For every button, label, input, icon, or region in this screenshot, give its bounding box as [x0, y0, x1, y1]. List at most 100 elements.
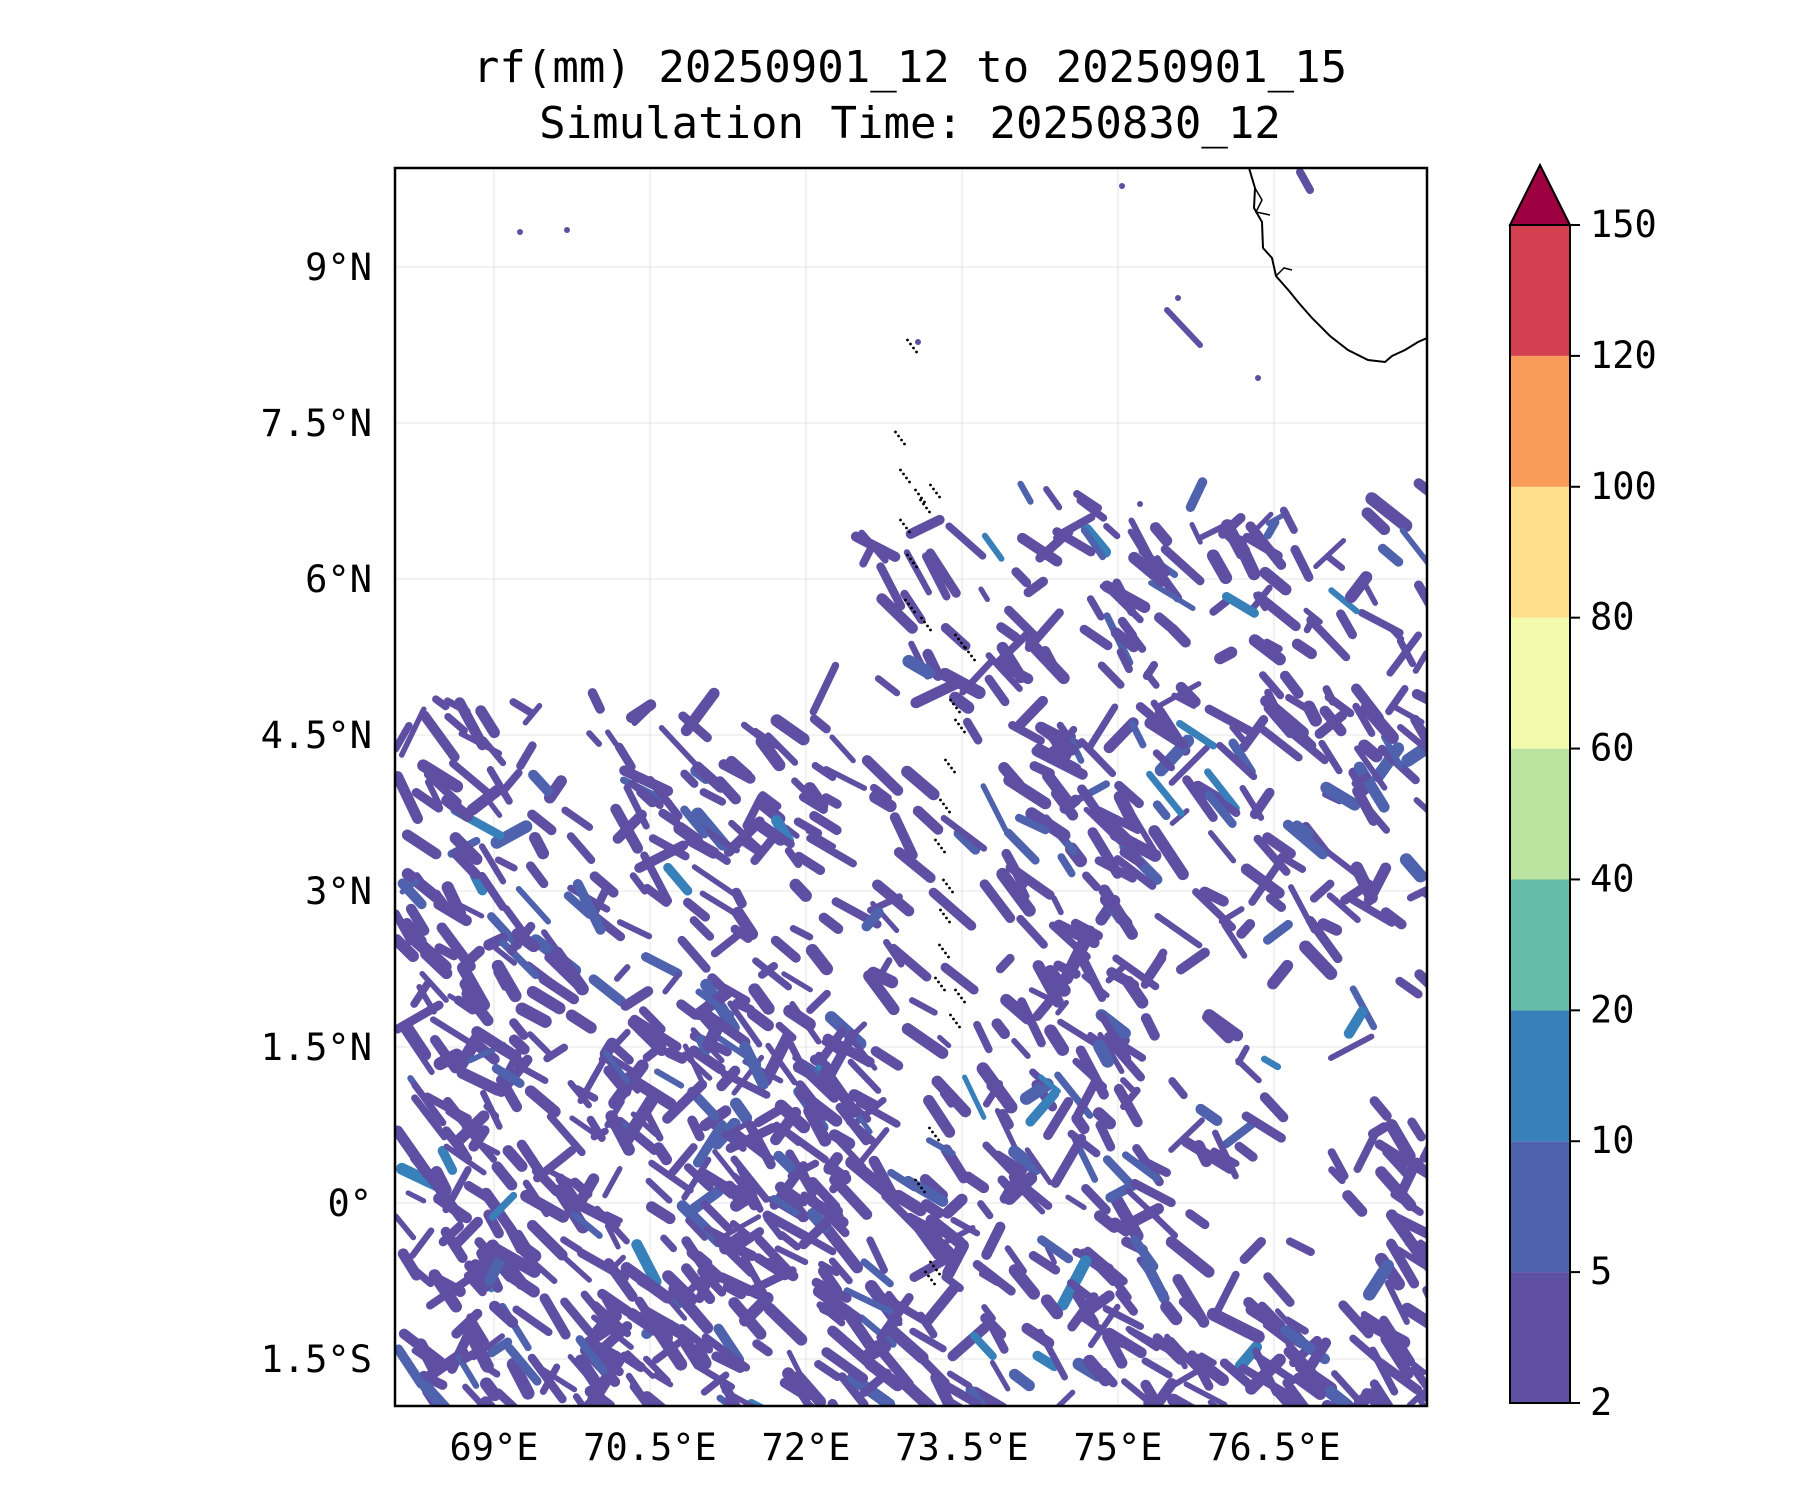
rain-cell — [981, 1221, 1006, 1260]
rain-cell — [516, 1139, 544, 1176]
rain-cell — [1045, 1245, 1057, 1265]
rain-cell — [681, 1236, 716, 1282]
rain-cell — [515, 886, 552, 925]
rain-cell — [1112, 954, 1160, 991]
rain-cell — [480, 736, 507, 767]
rain-cell — [1053, 960, 1081, 979]
island-dot — [934, 1134, 937, 1138]
rain-cell — [730, 924, 753, 943]
colorbar-tick-label: 120 — [1590, 334, 1657, 377]
rain-cell — [1288, 884, 1317, 934]
island-dot — [897, 434, 900, 438]
rain-cell — [486, 799, 503, 818]
island-dot — [952, 1017, 955, 1021]
rain-cell — [1160, 544, 1205, 586]
rain-cell — [1265, 893, 1287, 912]
rain-cell — [921, 552, 951, 601]
rain-cell — [991, 1018, 1010, 1040]
rain-cell — [886, 1324, 929, 1364]
rain-cell — [1419, 1388, 1427, 1404]
rain-cell — [787, 1159, 820, 1180]
rain-cell — [1040, 1294, 1064, 1320]
rain-cell — [1379, 1315, 1416, 1367]
island-dot — [957, 992, 960, 996]
rain-cell — [1221, 921, 1248, 959]
lat-label-9n: 9°N — [305, 246, 372, 289]
rain-cell — [413, 872, 431, 894]
rain-cell — [680, 769, 699, 788]
rain-cell — [652, 1372, 674, 1388]
island-dot — [904, 598, 907, 602]
rain-cell — [1306, 615, 1351, 662]
rain-cell — [1152, 800, 1171, 821]
rain-cell — [809, 714, 831, 734]
rain-cell — [1044, 1024, 1070, 1056]
rain-cell — [1103, 717, 1139, 754]
rain-cell — [626, 699, 657, 723]
rain-cell — [722, 1214, 762, 1239]
rain-cell — [438, 1221, 465, 1247]
rain-cell — [863, 970, 900, 1016]
rain-cell — [1395, 1246, 1427, 1272]
rain-cell — [648, 1159, 694, 1194]
rain-cell — [923, 1094, 956, 1138]
island-dot — [954, 988, 957, 992]
rain-cell — [901, 765, 940, 801]
rain-cell — [654, 1327, 688, 1371]
island-dot — [927, 1274, 930, 1278]
island-dot — [942, 878, 945, 882]
rain-cell — [1279, 506, 1298, 534]
rain-cell — [1327, 1148, 1349, 1181]
rain-cell — [729, 1242, 757, 1262]
rain-cell — [1128, 720, 1147, 749]
island-dot — [948, 920, 951, 924]
rain-cell — [546, 1112, 586, 1157]
rain-cell — [701, 1333, 751, 1372]
rain-cell — [1369, 1096, 1392, 1121]
rain-cell — [1119, 183, 1125, 189]
rain-cell — [1029, 761, 1055, 779]
rain-cell — [471, 1026, 522, 1063]
rain-cell — [668, 1283, 714, 1334]
rain-cell — [1095, 1120, 1116, 1152]
rain-cell — [981, 1304, 996, 1322]
rain-cell — [543, 775, 567, 804]
rain-cell — [1248, 634, 1286, 666]
rain-cell — [517, 229, 523, 235]
rain-cell — [602, 1165, 623, 1199]
rain-cell — [527, 1353, 567, 1404]
rain-cell — [1165, 1236, 1215, 1278]
rain-cell — [605, 729, 619, 747]
rain-cell — [807, 1176, 841, 1212]
rain-cell — [858, 1314, 897, 1348]
rain-cell — [746, 1007, 774, 1032]
rain-cell — [977, 1200, 994, 1220]
rain-cell — [584, 1385, 616, 1406]
rain-cell — [699, 1168, 739, 1196]
rain-cell — [1387, 624, 1405, 643]
island-dot — [915, 565, 918, 569]
rain-cell — [437, 1145, 458, 1175]
rain-cell — [1003, 1171, 1038, 1205]
island-dot — [957, 722, 960, 726]
rain-cell — [845, 1117, 877, 1145]
rain-cell — [730, 1097, 753, 1124]
rain-cell — [739, 1292, 774, 1327]
rain-cell — [1412, 650, 1427, 674]
rain-cell — [789, 925, 814, 941]
rain-cell — [423, 770, 462, 807]
rain-cell — [469, 1259, 492, 1292]
rain-cell — [1214, 646, 1238, 665]
rain-cell — [1287, 728, 1329, 765]
rain-cell — [929, 1233, 955, 1259]
rain-cell — [638, 1006, 666, 1034]
rain-cell — [1130, 1178, 1176, 1208]
rain-cell — [727, 1000, 763, 1048]
rain-cell — [452, 1216, 483, 1248]
rain-cell — [419, 1380, 452, 1406]
rain-cell — [589, 1339, 622, 1362]
rain-cell — [1067, 1129, 1101, 1158]
island-dot — [970, 654, 973, 658]
rain-cell — [1025, 1088, 1060, 1127]
